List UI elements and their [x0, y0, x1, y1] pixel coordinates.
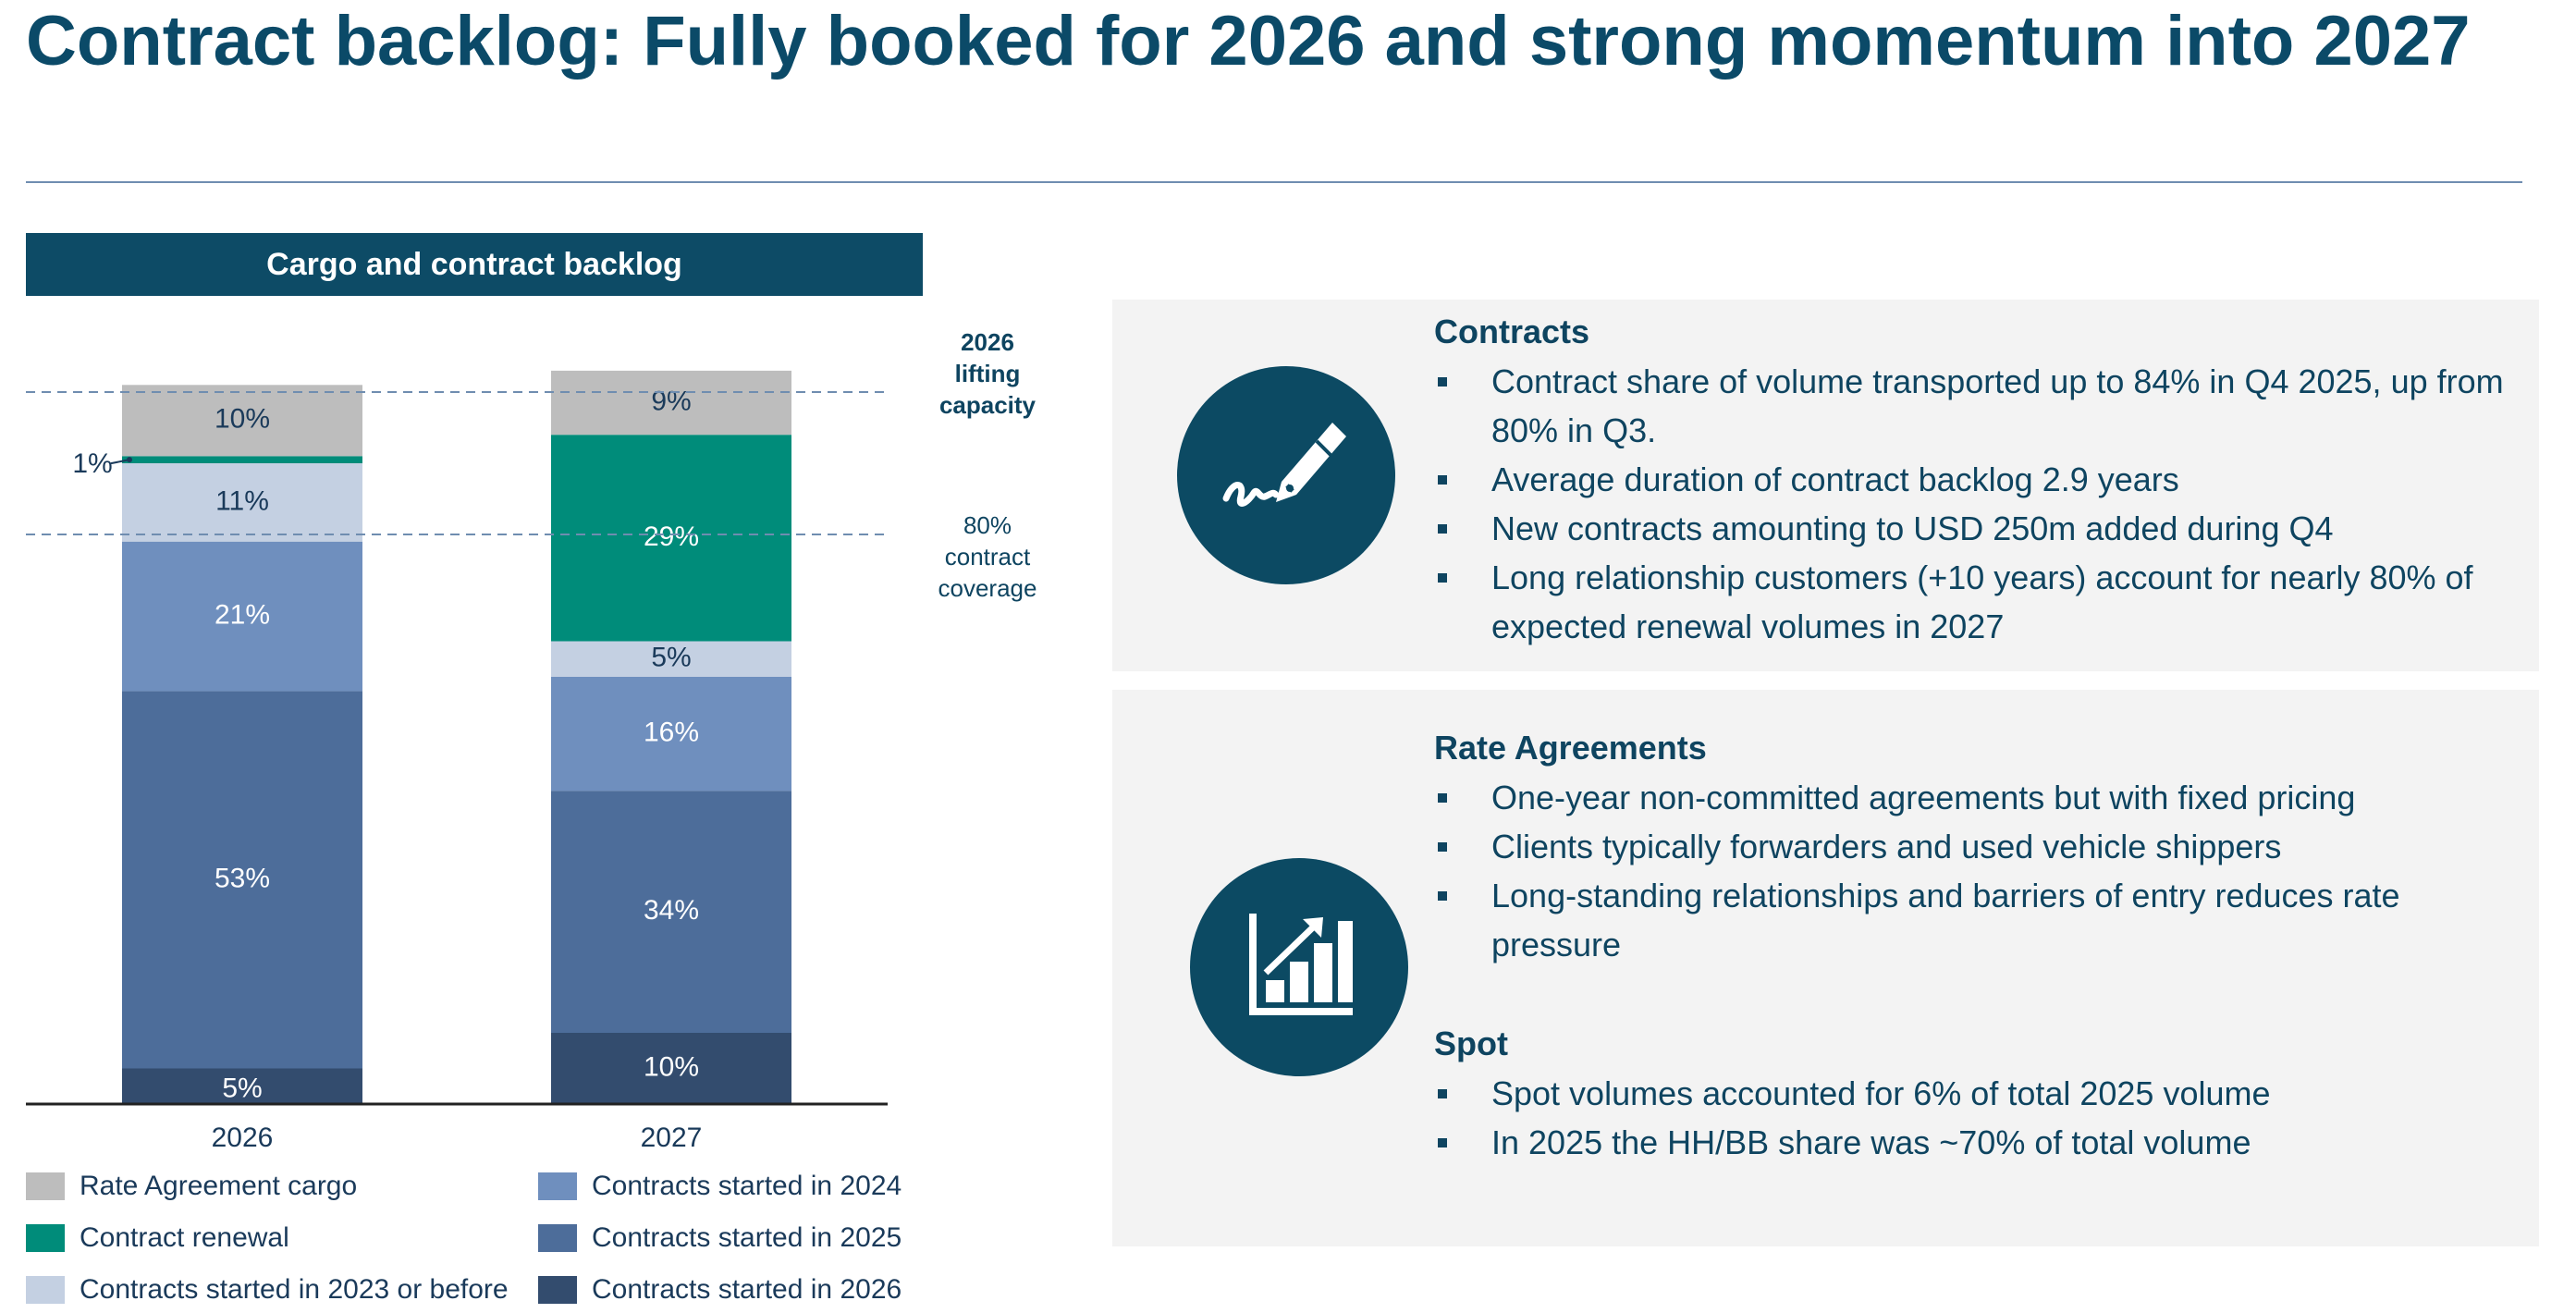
- list-item: Average duration of contract backlog 2.9…: [1434, 455, 2516, 504]
- pen-signature-icon: [1177, 366, 1395, 584]
- data-label: 5%: [651, 643, 691, 673]
- bar-segment-2026-0: [122, 1068, 362, 1104]
- page-title: Contract backlog: Fully booked for 2026 …: [26, 2, 2471, 80]
- legend-swatch: [26, 1276, 65, 1304]
- bar-segment-2026-3: [122, 463, 362, 542]
- data-label: 29%: [644, 522, 699, 552]
- legend-swatch: [538, 1172, 577, 1200]
- list-item: Clients typically forwarders and used ve…: [1434, 822, 2497, 871]
- growth-chart-icon: [1190, 858, 1408, 1076]
- bar-segment-2027-4: [551, 435, 791, 642]
- chart-legend: Rate Agreement cargo Contract renewal Co…: [26, 1171, 951, 1309]
- bar-segment-2027-1: [551, 791, 791, 1033]
- title-divider: [26, 181, 2522, 183]
- reference-label: capacity: [939, 391, 1037, 419]
- list-item: One-year non-committed agreements but wi…: [1434, 773, 2497, 822]
- legend-item-contracts-2023: Contracts started in 2023 or before: [26, 1274, 509, 1306]
- data-label: 10%: [215, 404, 270, 435]
- legend-label: Rate Agreement cargo: [80, 1171, 358, 1201]
- bar-segment-2027-0: [551, 1033, 791, 1104]
- legend-item-contracts-2024: Contracts started in 2024: [538, 1171, 902, 1202]
- spot-bullets: Spot volumes accounted for 6% of total 2…: [1434, 1069, 2497, 1167]
- legend-item-rate-agreement: Rate Agreement cargo: [26, 1171, 357, 1202]
- legend-item-contracts-2025: Contracts started in 2025: [538, 1222, 902, 1254]
- list-item: Spot volumes accounted for 6% of total 2…: [1434, 1069, 2497, 1118]
- bar-segment-2026-5: [122, 385, 362, 457]
- list-item: In 2025 the HH/BB share was ~70% of tota…: [1434, 1118, 2497, 1167]
- legend-label: Contracts started in 2026: [592, 1274, 902, 1305]
- reference-label: contract: [945, 543, 1031, 571]
- leader-line: [110, 459, 130, 465]
- legend-swatch: [26, 1224, 65, 1252]
- data-label: 1%: [72, 448, 112, 479]
- reference-label: 80%: [963, 511, 1012, 539]
- data-label: 34%: [644, 895, 699, 926]
- contracts-bullets: Contract share of volume transported up …: [1434, 357, 2516, 651]
- bar-segment-2027-5: [551, 370, 791, 436]
- list-item: Long-standing relationships and barriers…: [1434, 871, 2497, 969]
- data-label: 21%: [215, 599, 270, 630]
- legend-swatch: [26, 1172, 65, 1200]
- legend-swatch: [538, 1224, 577, 1252]
- legend-label: Contracts started in 2023 or before: [80, 1274, 509, 1305]
- data-label: 53%: [215, 863, 270, 893]
- data-label: 10%: [644, 1051, 699, 1082]
- rate-agreements-bullets: One-year non-committed agreements but wi…: [1434, 773, 2497, 969]
- legend-item-contract-renewal: Contract renewal: [26, 1222, 289, 1254]
- spot-title: Spot: [1434, 1025, 1508, 1062]
- data-label: 16%: [644, 718, 699, 748]
- leader-dot: [127, 457, 132, 463]
- legend-swatch: [538, 1276, 577, 1304]
- reference-label: lifting: [955, 360, 1021, 387]
- x-tick-label: 2027: [641, 1123, 703, 1153]
- bar-segment-2026-1: [122, 691, 362, 1069]
- data-label: 5%: [222, 1074, 262, 1104]
- reference-label: 2026: [961, 328, 1014, 356]
- chart-header: Cargo and contract backlog: [26, 233, 923, 296]
- reference-label: coverage: [938, 574, 1037, 602]
- bar-segment-2027-3: [551, 641, 791, 677]
- contracts-panel: Contracts Contract share of volume trans…: [1112, 300, 2539, 671]
- bar-segment-2027-2: [551, 677, 791, 791]
- list-item: Long relationship customers (+10 years) …: [1434, 553, 2516, 651]
- bar-segment-2026-4: [122, 456, 362, 463]
- stacked-bar-chart: 5% 53% 21% 11% 1% 10% 2026 10% 34% 16% 5% 29% 9% 2027…: [26, 328, 1037, 1153]
- list-item: New contracts amounting to USD 250m adde…: [1434, 504, 2516, 553]
- x-tick-label: 2026: [212, 1123, 274, 1153]
- contracts-title: Contracts: [1434, 313, 1590, 350]
- bar-segment-2026-2: [122, 541, 362, 692]
- legend-item-contracts-2026: Contracts started in 2026: [538, 1274, 902, 1306]
- rate-agreements-title: Rate Agreements: [1434, 729, 1707, 767]
- legend-label: Contracts started in 2025: [592, 1222, 902, 1253]
- rate-spot-panel: Rate Agreements One-year non-committed a…: [1112, 690, 2539, 1246]
- legend-label: Contract renewal: [80, 1222, 289, 1253]
- data-label: 11%: [215, 485, 269, 516]
- legend-label: Contracts started in 2024: [592, 1171, 902, 1201]
- data-label: 9%: [651, 386, 691, 416]
- list-item: Contract share of volume transported up …: [1434, 357, 2516, 455]
